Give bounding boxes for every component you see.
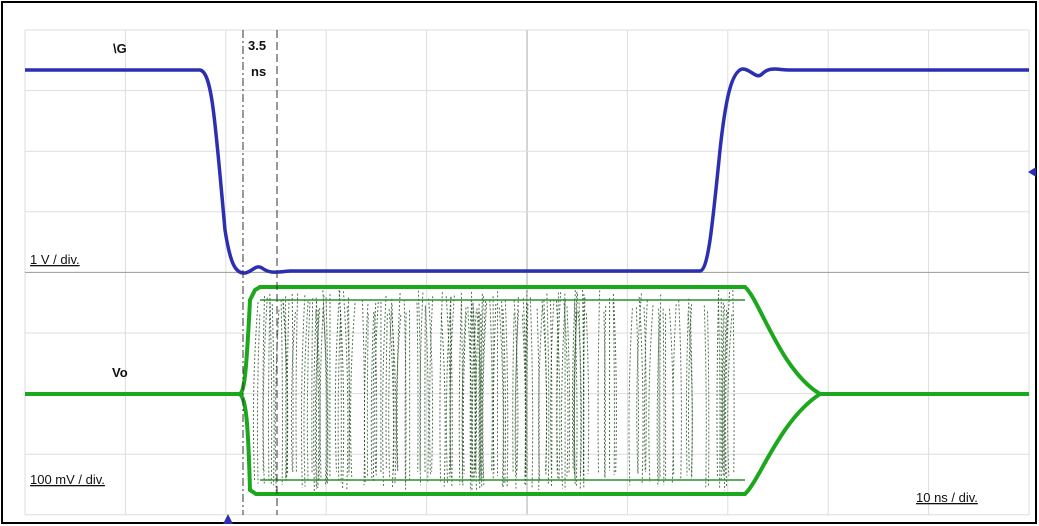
delay-value: 3.5 — [248, 38, 266, 53]
page: \G 3.5 ns 1 V / div. Vo 100 mV / div. 10… — [0, 0, 1039, 526]
g-signal-label: \G — [113, 41, 127, 56]
g-scale-label: 1 V / div. — [30, 252, 80, 267]
frame — [2, 2, 1036, 523]
delay-unit: ns — [251, 64, 266, 79]
oscilloscope-screen: \G 3.5 ns 1 V / div. Vo 100 mV / div. 10… — [0, 0, 1039, 526]
vo-scale-label: 100 mV / div. — [30, 472, 105, 487]
time-scale-label: 10 ns / div. — [916, 490, 978, 505]
vo-signal-label: Vo — [112, 365, 128, 380]
